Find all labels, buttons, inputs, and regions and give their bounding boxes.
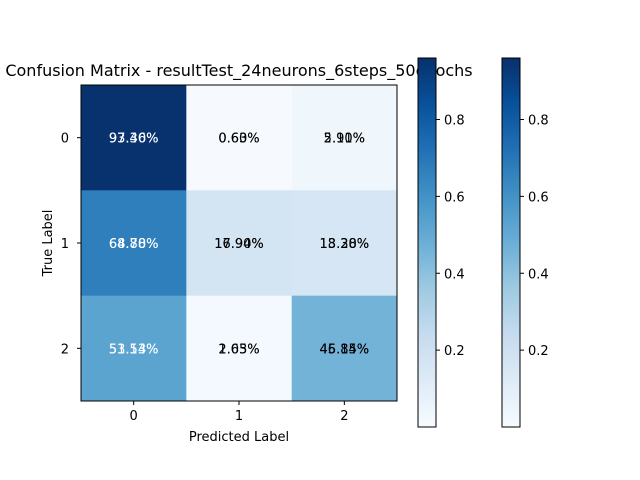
heatmap-cell-2-2	[291, 295, 398, 402]
heatmap-cell-0-1	[186, 85, 293, 191]
y-tick-label-0: 0	[61, 132, 69, 147]
cell-label-1-2-0: 51.53%	[109, 342, 159, 357]
cell-label-1-1-0: 68.80%	[109, 237, 159, 252]
cell-label-1-2-1: 1.63%	[218, 342, 259, 357]
heatmap-cell-1-1	[186, 190, 293, 297]
x-tick-label-0: 0	[130, 409, 138, 424]
heatmap-cells	[81, 85, 398, 402]
colorbar-2-tick-label-0: 0.2	[528, 344, 549, 359]
colorbar-1-tick-label-1: 0.4	[444, 267, 465, 282]
cell-label-1-2-2: 46.84%	[320, 342, 370, 357]
x-tick-label-2: 2	[340, 409, 348, 424]
cell-label-2-2-0: 53.14%	[109, 342, 159, 357]
x-axis-label: Predicted Label	[189, 430, 289, 445]
colorbar-2-ticks: 0.2 0.4 0.6 0.8	[520, 114, 549, 359]
colorbar-2-tick-label-1: 0.4	[528, 267, 549, 282]
heatmap-cell-1-2	[291, 190, 398, 297]
cell-label-2-1-2: 18.28%	[320, 237, 370, 252]
x-tick-label-1: 1	[235, 409, 243, 424]
colorbar-1-tick-label-2: 0.6	[444, 190, 465, 205]
cell-label-2-2-2: 45.15%	[320, 342, 370, 357]
y-axis-label: True Label	[41, 210, 56, 278]
colorbar-2-gradient	[501, 57, 521, 428]
cell-label-2-1-0: 64.78%	[109, 237, 159, 252]
cell-label-1-0-1: 0.60%	[218, 132, 259, 147]
heatmap-cell-0-2	[291, 85, 398, 191]
cell-label-2-1-1: 16.94%	[214, 237, 264, 252]
cell-label-1-0-2: 2.10%	[324, 132, 365, 147]
heatmap-cell-0-0	[81, 85, 187, 191]
colorbar-1-gradient	[417, 57, 437, 428]
heatmap-cell-2-1	[186, 295, 293, 402]
colorbar-2-tick-label-2: 0.6	[528, 190, 549, 205]
colorbar-1-tick-label-0: 0.2	[444, 344, 465, 359]
colorbar-1-ticks: 0.2 0.4 0.6 0.8	[436, 114, 465, 359]
cell-label-2-0-2: 5.91%	[324, 132, 365, 147]
colorbar-1: 0.2 0.4 0.6 0.8	[417, 57, 465, 428]
heatmap-cell-1-0	[81, 190, 187, 297]
cell-label-2-2-1: 2.05%	[218, 342, 259, 357]
cell-label-1-0-0: 97.30%	[109, 132, 159, 147]
colorbar-1-tick-label-3: 0.8	[444, 114, 465, 129]
cell-label-1-1-2: 13.30%	[320, 237, 370, 252]
cell-label-2-0-1: 0.63%	[218, 132, 259, 147]
colorbar-2: 0.2 0.4 0.6 0.8	[501, 57, 549, 428]
colorbar-2-tick-label-3: 0.8	[528, 114, 549, 129]
heatmap-axes: 0 1 2 0 1 2	[61, 132, 349, 424]
cell-label-1-1-1: 17.90%	[214, 237, 264, 252]
heatmap-cell-labels: 97.30%93.46% 0.60%0.63% 2.10%5.91% 68.80%64…	[109, 132, 369, 358]
cell-label-2-0-0: 93.46%	[109, 132, 159, 147]
chart-title: Confusion Matrix - resultTest_24neurons_…	[5, 61, 472, 81]
y-tick-label-1: 1	[61, 237, 69, 252]
y-tick-label-2: 2	[61, 342, 69, 357]
heatmap-cell-2-0	[81, 295, 187, 402]
